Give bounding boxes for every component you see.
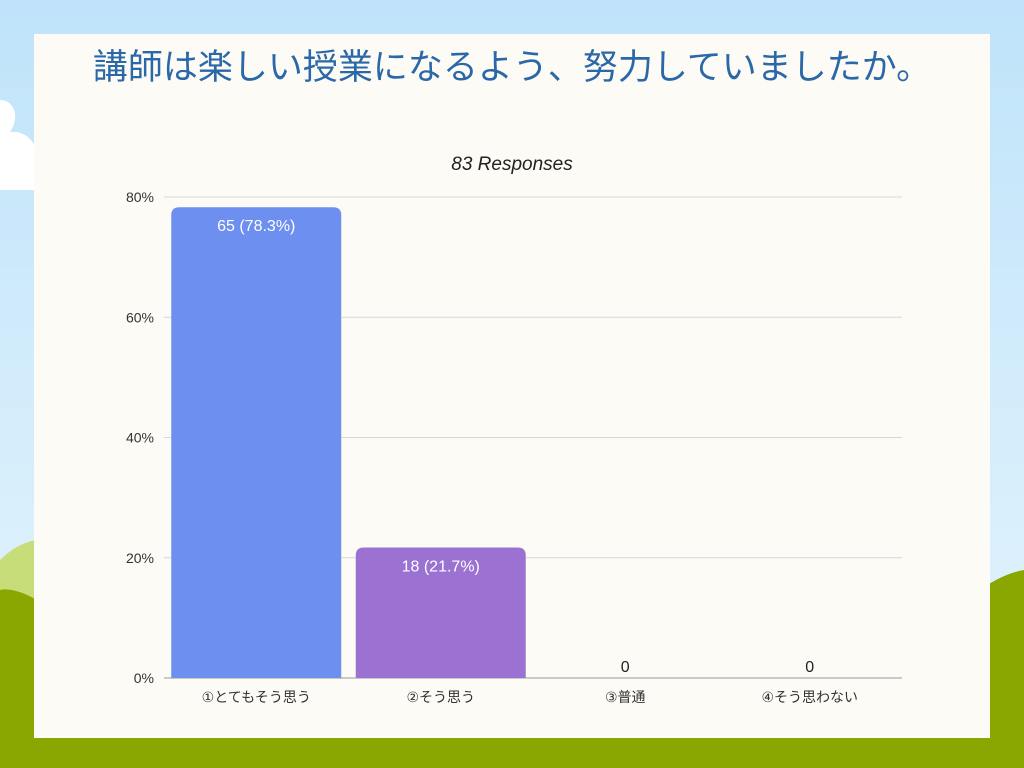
bar-value-label: 0 — [621, 659, 630, 676]
response-count: 83 Responses — [451, 154, 573, 175]
chart-title: 講師は楽しい授業になるよう、努力していましたか。 — [92, 48, 932, 88]
x-tick-label: ①とてもそう思う — [202, 690, 311, 706]
bar-value-label: 0 — [805, 659, 814, 676]
chart-card: 講師は楽しい授業になるよう、努力していましたか。 83 Responses 0%… — [34, 34, 990, 738]
y-tick-label: 20% — [126, 550, 154, 566]
y-tick-label: 60% — [126, 309, 154, 325]
y-tick-label: 40% — [126, 430, 154, 446]
y-tick-label: 80% — [126, 189, 154, 205]
bar-1 — [171, 207, 342, 678]
bar-chart: 0% 20% 40% 60% 80% 65 (78.3%) ①とてもそう思う 18 (21.7… — [126, 189, 902, 706]
ground-strip — [0, 736, 1024, 768]
x-tick-label: ③普通 — [605, 690, 646, 706]
y-tick-label: 0% — [134, 670, 154, 686]
bar-2 — [355, 547, 526, 678]
bar-value-label: 18 (21.7%) — [402, 559, 480, 576]
cloud-left — [0, 100, 38, 190]
x-tick-label: ④そう思わない — [761, 690, 858, 706]
x-tick-label: ②そう思う — [406, 690, 475, 706]
bar-value-label: 65 (78.3%) — [217, 218, 295, 235]
